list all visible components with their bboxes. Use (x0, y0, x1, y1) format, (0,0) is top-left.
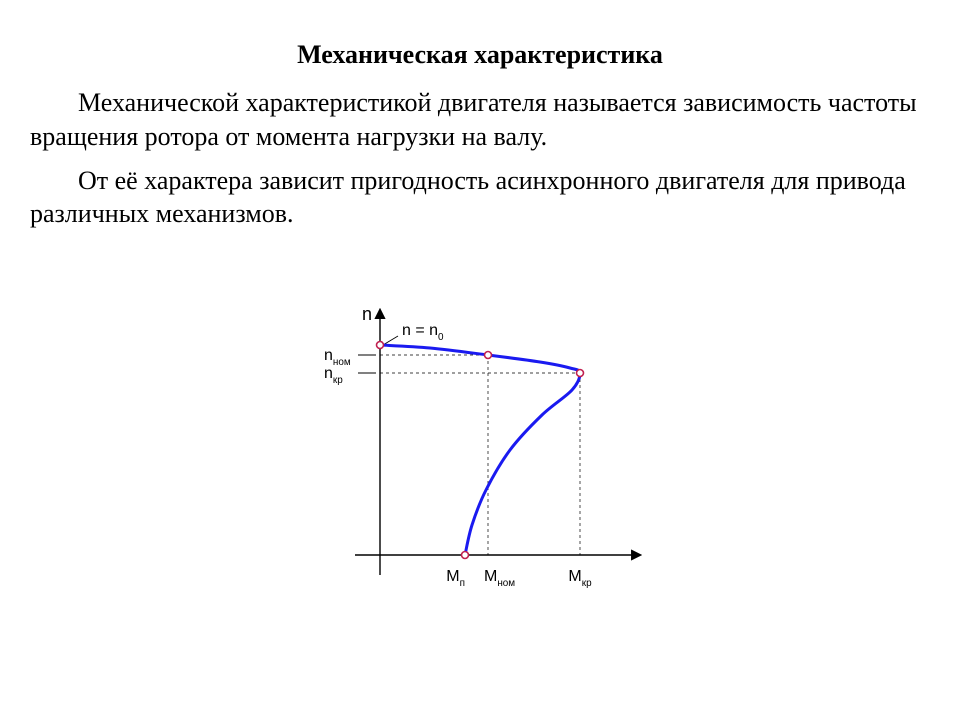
leader-line (383, 336, 398, 345)
page-title: Механическая характеристика (30, 40, 930, 70)
y-axis-label: n (362, 304, 372, 324)
y-tick-n_kr: nкр (324, 365, 343, 386)
characteristic-curve (380, 345, 580, 555)
mechanical-characteristic-diagram: nn = n0nномnкрMпMномMкр (310, 300, 670, 620)
page: Механическая характеристика Механической… (0, 0, 960, 720)
data-point-marker (577, 370, 584, 377)
data-point-marker (377, 342, 384, 349)
paragraph-1: Механической характеристикой двигателя н… (30, 86, 930, 154)
diagram-svg: nn = n0nномnкрMпMномMкр (310, 300, 670, 620)
x-tick-M_kr: Mкр (568, 568, 592, 589)
x-tick-M_nom: Mном (484, 568, 515, 589)
n-equals-n0-label: n = n0 (402, 322, 444, 343)
x-tick-M_p: Mп (446, 568, 465, 589)
data-point-marker (485, 352, 492, 359)
paragraph-2: От её характера зависит пригодность асин… (30, 164, 930, 232)
data-point-marker (462, 552, 469, 559)
